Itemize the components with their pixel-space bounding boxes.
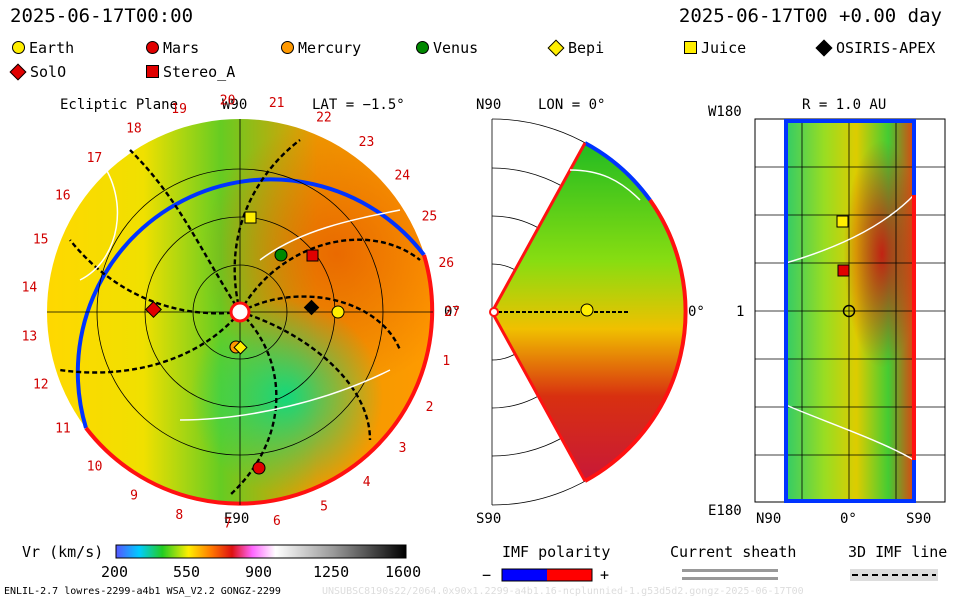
radial-x-left: N90 xyxy=(756,511,782,527)
colorbar-tick: 900 xyxy=(245,563,273,581)
earth-marker xyxy=(331,305,345,319)
colorbar-tick: 550 xyxy=(173,563,201,581)
venus-marker-icon xyxy=(416,41,429,54)
colorbar-tick: 1250 xyxy=(313,563,350,581)
juice-marker-icon xyxy=(684,41,697,54)
radial-juice-marker xyxy=(836,215,849,228)
juice-marker xyxy=(244,211,257,224)
carrington-tick-label: 3 xyxy=(399,441,407,456)
radial-title: R = 1.0 AU xyxy=(802,97,887,113)
carrington-tick-label: 13 xyxy=(22,330,38,345)
carrington-tick-label: 11 xyxy=(55,422,71,437)
carrington-tick-label: 21 xyxy=(269,96,285,111)
legend-venus: Venus xyxy=(416,39,478,57)
radial-earth-marker xyxy=(842,304,856,318)
imf-minus: − xyxy=(482,566,492,584)
radial-stereo-a-marker xyxy=(837,264,850,277)
header-left-time: 2025-06-17T00:00 xyxy=(10,5,194,27)
current-sheath-swatch xyxy=(682,569,778,580)
carrington-tick-label: 4 xyxy=(363,475,371,490)
footer-model-info: ENLIL-2.7 lowres-2299-a4b1 WSA_V2.2 GONG… xyxy=(4,586,281,597)
carrington-tick-label: 6 xyxy=(273,514,281,529)
carrington-tick-label: 1 xyxy=(442,354,450,369)
ecliptic-right-label: 0° xyxy=(444,304,461,320)
legend-solo: SolO xyxy=(9,63,66,81)
legend-juice: Juice xyxy=(684,39,746,57)
colorbar-tick: 200 xyxy=(101,563,129,581)
carrington-tick-label: 16 xyxy=(55,189,71,204)
meridional-earth-marker xyxy=(580,303,594,317)
legend-osiris-apex: OSIRIS-APEX xyxy=(815,39,935,57)
meridional-top-label: N90 xyxy=(476,97,502,113)
radial-top-left: W180 xyxy=(708,104,742,120)
radial-x-right: S90 xyxy=(906,511,932,527)
carrington-tick-label: 18 xyxy=(126,122,142,137)
carrington-tick-label: 20 xyxy=(220,93,236,108)
imf-polarity-bar xyxy=(501,568,593,582)
carrington-tick-label: 9 xyxy=(130,489,138,504)
colorbar-title: Vr (km/s) xyxy=(22,543,104,561)
carrington-tick-label: 10 xyxy=(87,459,103,474)
carrington-tick-label: 27 xyxy=(444,305,460,320)
legend-mars: Mars xyxy=(146,39,199,57)
imf-polarity-title: IMF polarity xyxy=(502,543,611,561)
imf-line-swatch xyxy=(850,569,938,581)
legend-bepi: Bepi xyxy=(547,39,604,57)
imf-line-title: 3D IMF line xyxy=(848,543,948,561)
imf-plus: + xyxy=(600,566,610,584)
ecliptic-top-label: W90 xyxy=(222,97,248,113)
venus-marker xyxy=(274,248,288,262)
radial-bottom-left: E180 xyxy=(708,503,742,519)
legend-mercury: Mercury xyxy=(281,39,361,57)
stereo-a-marker xyxy=(306,249,319,262)
ecliptic-title: Ecliptic Plane xyxy=(60,97,179,113)
meridional-lon-label: LON = 0° xyxy=(538,97,606,113)
carrington-tick-label: 23 xyxy=(359,135,375,150)
earth-marker-icon xyxy=(12,41,25,54)
carrington-tick-label: 22 xyxy=(316,110,332,125)
carrington-tick-label: 2 xyxy=(426,400,434,415)
footer-run-info: UNSUBSC8190s22/2064.0x90x1.2299-a4b1.16-… xyxy=(322,586,804,597)
bepi-marker xyxy=(233,340,248,355)
carrington-tick-label: 17 xyxy=(87,151,103,166)
legend-earth: Earth xyxy=(12,39,74,57)
vr-colorbar xyxy=(115,544,407,559)
meridional-right-label: 0° xyxy=(688,304,705,320)
ecliptic-lat-label: LAT = −1.5° xyxy=(312,97,405,113)
mars-marker xyxy=(252,461,266,475)
carrington-tick-label: 25 xyxy=(422,210,438,225)
mercury-marker-icon xyxy=(281,41,294,54)
radial-mid-left: 1 xyxy=(736,304,745,320)
carrington-tick-label: 26 xyxy=(438,256,454,271)
carrington-tick-label: 14 xyxy=(22,281,38,296)
header-right-time: 2025-06-17T00 +0.00 day xyxy=(678,5,942,27)
solo-marker xyxy=(145,301,162,318)
carrington-tick-label: 19 xyxy=(171,102,187,117)
ecliptic-plane-plot xyxy=(47,119,435,506)
carrington-tick-label: 5 xyxy=(320,500,328,515)
carrington-tick-label: 8 xyxy=(175,508,183,523)
legend-stereo-a: Stereo_A xyxy=(146,63,235,81)
stereo-a-marker-icon xyxy=(146,65,159,78)
carrington-tick-label: 24 xyxy=(394,169,410,184)
radial-x-mid: 0° xyxy=(840,511,857,527)
carrington-tick-label: 12 xyxy=(33,378,49,393)
meridional-bottom-label: S90 xyxy=(476,511,502,527)
radial-map-plot xyxy=(754,118,946,503)
current-sheath-title: Current sheath xyxy=(670,543,797,561)
colorbar-tick: 1600 xyxy=(385,563,422,581)
carrington-tick-label: 7 xyxy=(224,517,232,532)
meridional-plane-plot xyxy=(489,118,688,506)
mars-marker-icon xyxy=(146,41,159,54)
ecliptic-bottom-label: E90 xyxy=(224,511,250,527)
carrington-tick-label: 15 xyxy=(33,233,49,248)
